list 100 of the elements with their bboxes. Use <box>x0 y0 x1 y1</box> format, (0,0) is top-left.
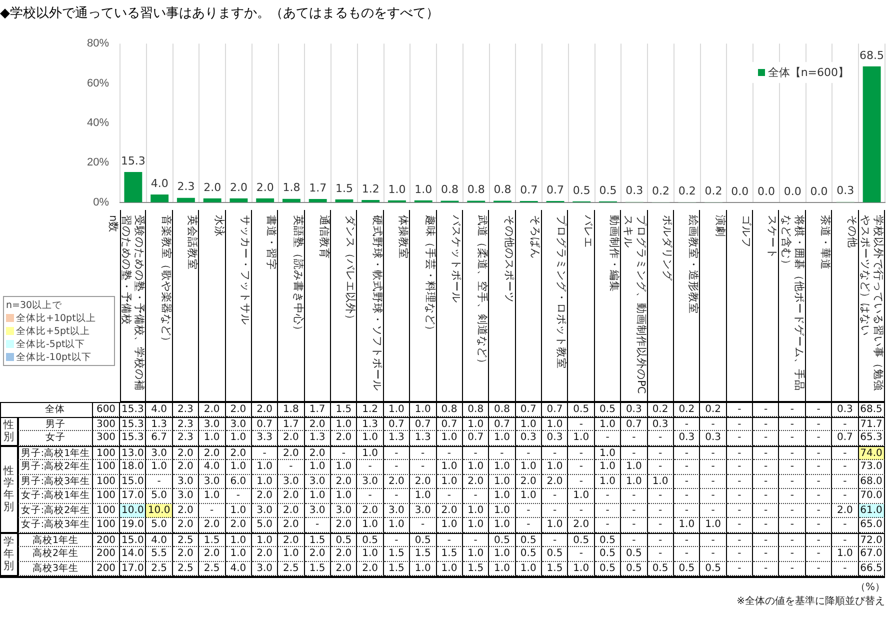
data-label: 2.0 <box>542 474 568 489</box>
data-label: 4.0 <box>199 460 226 474</box>
data-label: 70.0 <box>858 489 885 504</box>
text: - <box>816 548 820 559</box>
data-label: 1.0 <box>331 416 358 431</box>
data-label: 2.0 <box>462 474 490 489</box>
data-label: 1.0 <box>832 547 859 562</box>
data-label: 0.7 <box>546 183 564 196</box>
data-label: 1.0 <box>388 182 406 196</box>
text: - <box>738 548 742 559</box>
data-label: 0.5 <box>410 532 437 547</box>
text: - <box>552 534 557 546</box>
data-label: 1.0 <box>594 416 622 431</box>
data-label: 0.5 <box>621 562 648 576</box>
text: - <box>711 548 715 559</box>
data-label: 3.0 <box>252 504 278 518</box>
y-tick-label: 高校2年生 <box>18 547 93 562</box>
data-label: 1.0 <box>410 562 437 576</box>
text: - <box>738 519 742 530</box>
data-label: 0.8 <box>440 183 458 196</box>
data-label: 3.0 <box>304 474 332 489</box>
text: - <box>579 448 583 458</box>
data-label: 2.0 <box>278 504 305 518</box>
text: - <box>790 461 794 472</box>
text: - <box>764 562 768 574</box>
text: 性学年別 <box>3 465 15 513</box>
text: - <box>843 461 847 472</box>
text: - <box>738 418 742 430</box>
y-tick-label: 高校3年生 <box>18 562 93 576</box>
data-label: 0.5 <box>700 562 727 576</box>
text: - <box>474 490 478 501</box>
data-label: 2.0 <box>252 402 278 416</box>
text: 全体比-10pt以下 <box>16 351 92 364</box>
data-label: 2.0 <box>331 431 358 446</box>
data-label: 1.7 <box>278 416 305 431</box>
x-tick-label: バレエ <box>580 214 594 250</box>
text: - <box>421 519 425 530</box>
text: - <box>632 519 636 530</box>
text: - <box>526 504 530 516</box>
text: - <box>790 548 794 559</box>
text: - <box>711 490 715 501</box>
data-label: 2.0 <box>172 460 200 474</box>
data-label: 3.0 <box>172 489 200 504</box>
data-label: 1.0 <box>226 460 252 474</box>
data-label: 0.5 <box>648 562 674 576</box>
data-label: 1.0 <box>594 460 622 474</box>
data-label: 1.0 <box>146 460 173 474</box>
text: - <box>790 448 794 458</box>
data-label: 2.0 <box>278 431 305 446</box>
data-label: 1.0 <box>489 431 516 446</box>
text: - <box>236 490 240 501</box>
data-label: 1.0 <box>674 518 700 532</box>
data-label: 2.0 <box>199 547 226 562</box>
x-tick-label: 茶道・華道 <box>818 214 832 272</box>
text: n=30以上で <box>6 299 62 312</box>
data-label: 0.0 <box>731 184 749 198</box>
data-label: 10.0 <box>146 504 173 518</box>
text: - <box>790 476 794 486</box>
text: - <box>316 519 320 530</box>
data-label: 0.8 <box>494 183 512 196</box>
x-tick-label: 体操教室 <box>396 214 410 261</box>
text: - <box>843 562 847 574</box>
data-label: 68.5 <box>858 402 885 416</box>
data-label: 2.0 <box>172 547 200 562</box>
text: - <box>474 448 478 458</box>
data-label: 1.5 <box>304 562 332 576</box>
text: - <box>658 490 662 501</box>
data-label: 5.5 <box>146 547 173 562</box>
data-label: 2.0 <box>199 446 226 460</box>
data-label: 2.5 <box>172 562 200 576</box>
data-label: 100 <box>93 518 120 532</box>
text: - <box>632 448 636 458</box>
data-label: 1.0 <box>436 431 463 446</box>
text: - <box>843 418 847 430</box>
text: - <box>738 404 742 415</box>
data-label: 1.0 <box>542 460 568 474</box>
data-label: 1.0 <box>489 518 516 532</box>
text: - <box>816 562 820 574</box>
data-label: 0.5 <box>594 547 622 562</box>
data-label: 200 <box>93 547 120 562</box>
data-label: 1.0 <box>462 547 490 562</box>
data-label: 0.0 <box>810 184 828 198</box>
x-tick-label: プログラミング、動画制作以外のPCスキル <box>622 214 647 396</box>
data-label: 1.0 <box>357 431 384 446</box>
x-tick-label: 音楽教室（歌や楽器など） <box>158 214 172 349</box>
text: - <box>342 448 346 458</box>
data-label: 0.5 <box>331 532 358 547</box>
text: - <box>658 461 662 472</box>
text: - <box>658 534 662 546</box>
data-label: 1.0 <box>700 518 727 532</box>
data-label: 1.0 <box>568 431 595 446</box>
x-tick-label: 武道（柔道、空手、剣道など） <box>475 214 488 371</box>
data-label: 5.0 <box>146 489 173 504</box>
text: - <box>816 448 820 458</box>
data-label: 4.0 <box>226 562 252 576</box>
data-label: 0.5 <box>599 184 617 197</box>
data-label: 18.0 <box>120 460 146 474</box>
text: - <box>368 461 372 472</box>
data-label: 2.0 <box>278 489 305 504</box>
data-label: 1.0 <box>304 489 332 504</box>
